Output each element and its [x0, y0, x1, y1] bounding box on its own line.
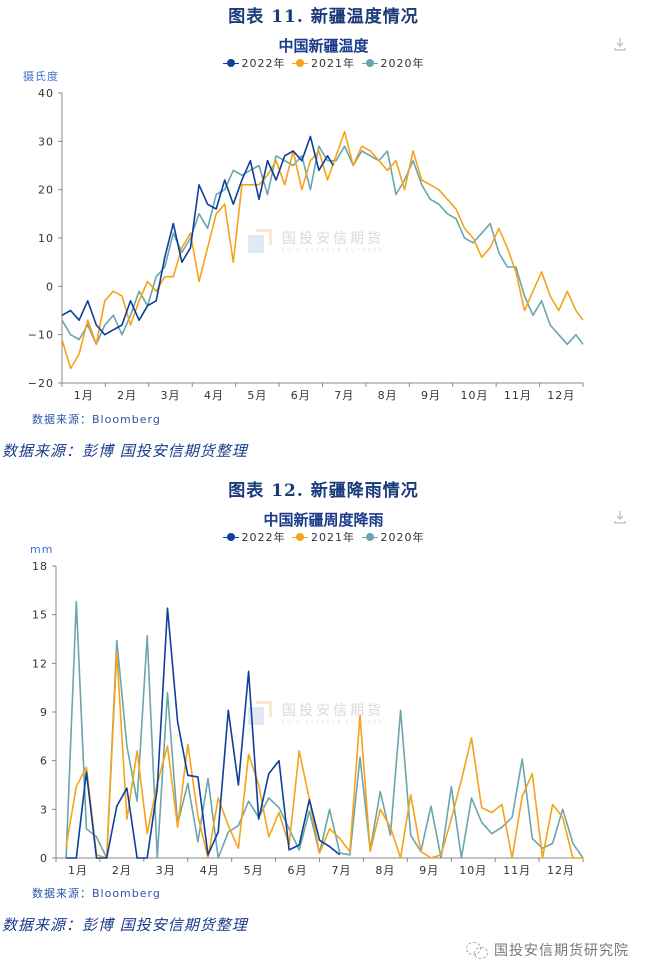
x-tick-label: 10月: [460, 389, 488, 402]
legend-label: 2021年: [311, 531, 355, 544]
series-line-2020年: [65, 600, 584, 859]
x-tick-label: 11月: [503, 864, 531, 877]
watermark-text: 国投安信期货: [282, 703, 384, 719]
legend-marker-icon: [361, 58, 378, 68]
series-line-2022年: [66, 607, 341, 859]
temperature-chart-title: 中国新疆温度: [278, 37, 369, 55]
series-line-2021年: [61, 130, 584, 370]
legend-label: 2022年: [241, 57, 286, 70]
legend-marker-icon: [361, 532, 378, 542]
legend-label: 2022年: [241, 531, 286, 544]
x-tick-label: 9月: [421, 389, 441, 402]
watermark-text: 国投安信期货: [282, 231, 384, 247]
y-tick-label: −20: [28, 377, 54, 390]
x-tick-label: 2月: [112, 864, 132, 877]
download-icon[interactable]: [613, 510, 627, 524]
figure-12-note: 数据来源：彭博 国投安信期货整理: [2, 916, 248, 934]
y-tick-label: 3: [40, 803, 48, 816]
x-tick-label: 2月: [117, 389, 137, 402]
legend-item-2021[interactable]: 2021年: [292, 529, 355, 545]
y-tick-label: 10: [38, 232, 54, 245]
y-tick-label: 40: [38, 87, 54, 100]
x-tick-label: 4月: [200, 864, 220, 877]
rainfall-legend: 2022年 2021年 2020年: [0, 529, 647, 545]
x-tick-label: 4月: [204, 389, 224, 402]
y-tick-label: 18: [32, 560, 48, 573]
x-tick-label: 12月: [547, 389, 575, 402]
rainfall-chart-title: 中国新疆周度降雨: [263, 511, 384, 529]
rainfall-unit-label: mm: [30, 543, 54, 556]
x-tick-label: 11月: [504, 389, 532, 402]
x-tick-label: 10月: [459, 864, 487, 877]
x-tick-label: 5月: [244, 864, 264, 877]
x-tick-label: 5月: [247, 389, 267, 402]
watermark-logo-icon: [248, 229, 274, 253]
y-tick-label: 30: [38, 135, 54, 148]
series-line-2021年: [65, 651, 583, 859]
x-tick-label: 12月: [547, 864, 575, 877]
x-tick-label: 7月: [334, 389, 354, 402]
y-tick-label: 20: [38, 184, 54, 197]
watermark-subtext: SDIC ESSENCE FUTURES: [282, 720, 384, 726]
legend-item-2020[interactable]: 2020年: [361, 529, 425, 545]
y-tick-label: 6: [40, 755, 48, 768]
x-tick-label: 6月: [288, 864, 308, 877]
figure-12-title: 图表 12. 新疆降雨情况: [228, 481, 419, 501]
legend-item-2021[interactable]: 2021年: [292, 55, 355, 71]
temperature-chart: 40 30 20 10 0 −10 −20 1月 2月 3月 4月 5月 6月 7月 8月 9月 10月 11月 1…: [28, 87, 584, 402]
y-tick-label: 0: [40, 852, 48, 865]
legend-item-2020[interactable]: 2020年: [361, 55, 425, 71]
legend-item-2022[interactable]: 2022年: [222, 529, 286, 545]
legend-label: 2021年: [311, 57, 355, 70]
temperature-unit-label: 摄氏度: [23, 70, 59, 83]
x-tick-label: 8月: [378, 389, 398, 402]
x-tick-label: 8月: [375, 864, 395, 877]
legend-marker-icon: [292, 58, 308, 68]
y-tick-label: 12: [32, 657, 48, 670]
figure-11-title: 图表 11. 新疆温度情况: [228, 7, 419, 27]
x-tick-label: 3月: [161, 389, 181, 402]
legend-item-2022[interactable]: 2022年: [222, 55, 286, 71]
legend-marker-icon: [292, 532, 308, 542]
legend-marker-icon: [222, 58, 239, 68]
download-icon[interactable]: [613, 37, 627, 51]
brand-label: 国投安信期货研究院: [494, 943, 629, 959]
temperature-legend: 2022年 2021年 2020年: [0, 55, 647, 71]
x-tick-label: 1月: [68, 864, 88, 877]
y-tick-label: 15: [32, 609, 48, 622]
y-tick-label: 9: [40, 706, 48, 719]
watermark: 国投安信期货 SDIC ESSENCE FUTURES: [248, 228, 384, 254]
brand-footer: 国投安信期货研究院: [466, 940, 629, 960]
rainfall-chart: 18 15 12 9 6 3 0 1月 2月 3月 4月 5月 6月 7月 8月 9月 10月 11月 12月: [32, 560, 584, 877]
temperature-chart-source: 数据来源：Bloomberg: [32, 413, 161, 426]
x-tick-label: 6月: [291, 389, 311, 402]
watermark-subtext: SDIC ESSENCE FUTURES: [282, 248, 384, 254]
figure-11-note: 数据来源：彭博 国投安信期货整理: [2, 442, 248, 460]
y-tick-label: 0: [46, 280, 54, 293]
y-tick-label: −10: [28, 329, 54, 342]
x-tick-label: 1月: [74, 389, 94, 402]
legend-marker-icon: [222, 532, 239, 542]
wechat-icon: [466, 942, 488, 959]
x-tick-label: 7月: [331, 864, 351, 877]
series-line-2022年: [61, 135, 334, 336]
series-line-2020年: [61, 145, 584, 346]
legend-label: 2020年: [380, 57, 425, 70]
x-tick-label: 9月: [419, 864, 439, 877]
legend-label: 2020年: [380, 531, 425, 544]
x-tick-label: 3月: [156, 864, 176, 877]
rainfall-chart-source: 数据来源：Bloomberg: [32, 887, 161, 900]
